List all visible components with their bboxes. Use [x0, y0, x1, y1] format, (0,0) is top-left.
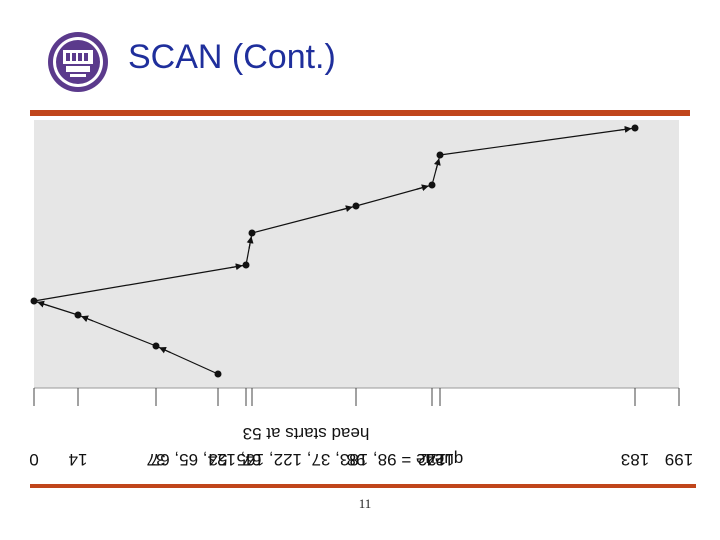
request-point	[631, 124, 639, 132]
path-arrow	[433, 158, 441, 171]
request-point	[152, 342, 160, 350]
footer-divider	[30, 484, 696, 488]
path-arrow	[416, 184, 429, 192]
university-seal-icon	[48, 32, 108, 92]
page-number: 11	[358, 496, 372, 511]
tick-label: 98	[347, 450, 366, 469]
tick-label: 122	[418, 450, 446, 469]
caption-queue: queue = 98, 183, 37, 122, 14, 124, 65, 6…	[151, 450, 463, 469]
tick-label: 183	[621, 450, 649, 469]
path-segment	[33, 264, 247, 302]
path-arrow	[340, 205, 353, 212]
tick-label: 0	[29, 450, 38, 469]
tick-label: 65	[237, 450, 256, 469]
request-point	[242, 261, 250, 269]
tick-label: 53	[209, 450, 228, 469]
path-arrow	[37, 300, 50, 308]
path-arrow	[619, 125, 632, 133]
slide-title: SCAN (Cont.)	[128, 38, 336, 76]
tick-label: 37	[147, 450, 166, 469]
tick-label: 199	[665, 450, 693, 469]
request-point	[352, 202, 360, 210]
request-point	[30, 297, 38, 305]
path-arrow	[159, 347, 171, 354]
path-segment	[251, 205, 357, 234]
request-point	[248, 229, 256, 237]
tick-label: 124	[426, 450, 454, 469]
request-point	[428, 181, 436, 189]
tick-label: 67	[243, 450, 262, 469]
request-point	[436, 151, 444, 159]
caption-head: head starts at 53	[243, 424, 370, 443]
tick-label: 14	[69, 450, 88, 469]
plot-background	[34, 120, 679, 388]
request-point	[214, 370, 222, 378]
path-segment	[439, 127, 636, 156]
path-arrow	[230, 263, 243, 271]
path-arrow	[246, 236, 254, 249]
request-point	[74, 311, 82, 319]
path-arrow	[81, 315, 94, 323]
title-divider	[30, 110, 690, 116]
